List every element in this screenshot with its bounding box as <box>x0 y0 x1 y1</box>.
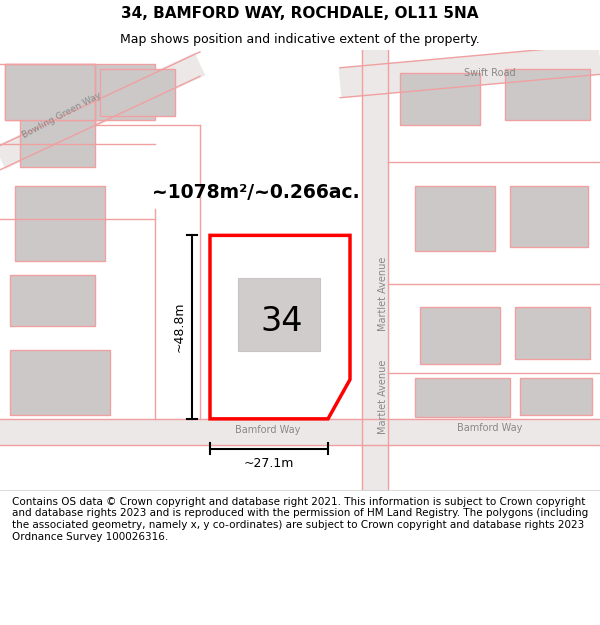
Bar <box>415 186 495 251</box>
Bar <box>505 69 590 120</box>
Text: Map shows position and indicative extent of the property.: Map shows position and indicative extent… <box>120 32 480 46</box>
Text: ~1078m²/~0.266ac.: ~1078m²/~0.266ac. <box>152 182 359 202</box>
Bar <box>20 116 95 167</box>
Text: Bamford Way: Bamford Way <box>457 423 523 433</box>
Text: ~27.1m: ~27.1m <box>244 458 294 470</box>
Bar <box>420 308 500 364</box>
Text: Bowling Green Way: Bowling Green Way <box>21 91 103 140</box>
Bar <box>100 69 175 116</box>
Text: Swift Road: Swift Road <box>464 68 516 78</box>
Text: Martlet Avenue: Martlet Avenue <box>378 359 388 434</box>
Text: 34, BAMFORD WAY, ROCHDALE, OL11 5NA: 34, BAMFORD WAY, ROCHDALE, OL11 5NA <box>121 6 479 21</box>
Polygon shape <box>5 64 155 120</box>
Bar <box>15 186 105 261</box>
Bar <box>238 278 320 351</box>
Bar <box>10 349 110 415</box>
Text: 34: 34 <box>261 305 303 338</box>
Bar <box>510 186 588 247</box>
Bar <box>400 73 480 125</box>
Text: Contains OS data © Crown copyright and database right 2021. This information is : Contains OS data © Crown copyright and d… <box>12 497 588 541</box>
Bar <box>520 378 592 415</box>
Text: Bamford Way: Bamford Way <box>235 425 301 435</box>
Polygon shape <box>210 236 350 419</box>
Bar <box>515 308 590 359</box>
Text: ~48.8m: ~48.8m <box>173 302 185 352</box>
Bar <box>5 64 95 120</box>
Bar <box>415 378 510 417</box>
Bar <box>10 274 95 326</box>
Text: Martlet Avenue: Martlet Avenue <box>378 256 388 331</box>
